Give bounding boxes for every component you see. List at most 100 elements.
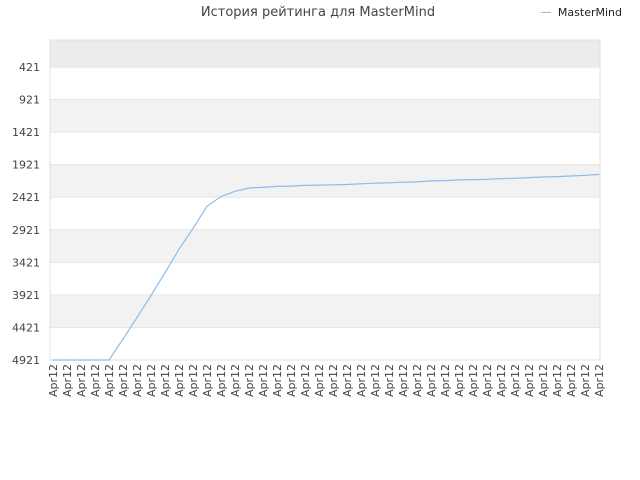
plot-band xyxy=(50,164,600,198)
y-tick-label: 2921 xyxy=(12,224,40,237)
x-tick-label: Apr12 xyxy=(103,364,116,397)
x-tick-label: Apr12 xyxy=(285,364,298,397)
x-tick-label: Apr12 xyxy=(355,364,368,397)
plot-band xyxy=(50,40,600,67)
plot-band xyxy=(50,132,600,165)
data-point xyxy=(332,184,334,186)
plot-band xyxy=(50,262,600,295)
y-tick-label: 1921 xyxy=(12,159,40,172)
data-point xyxy=(66,359,68,361)
x-tick-label: Apr12 xyxy=(579,364,592,397)
data-point xyxy=(178,248,180,250)
y-tick-label: 1421 xyxy=(12,126,40,139)
x-tick-label: Apr12 xyxy=(131,364,144,397)
data-point xyxy=(584,174,586,176)
x-tick-label: Apr12 xyxy=(467,364,480,397)
y-tick-label: 3921 xyxy=(12,289,40,302)
data-point xyxy=(416,181,418,183)
x-tick-label: Apr12 xyxy=(397,364,410,397)
data-point xyxy=(262,186,264,188)
data-point xyxy=(52,359,54,361)
x-tick-label: Apr12 xyxy=(257,364,270,397)
data-point xyxy=(444,179,446,182)
x-tick-label: Apr12 xyxy=(173,364,186,397)
x-tick-label: Apr12 xyxy=(215,364,228,397)
x-tick-label: Apr12 xyxy=(523,364,536,397)
series-line-mastermind xyxy=(53,173,600,361)
x-tick-label: Apr12 xyxy=(47,364,60,397)
data-point xyxy=(108,359,110,361)
data-point xyxy=(598,173,600,176)
x-tick-label: Apr12 xyxy=(439,364,452,397)
x-tick-label: Apr12 xyxy=(75,364,88,397)
data-point xyxy=(136,317,138,319)
x-tick-label: Apr12 xyxy=(411,364,424,397)
x-tick-label: Apr12 xyxy=(299,364,312,397)
data-point xyxy=(94,359,96,361)
chart-title: История рейтинга для MasterMind xyxy=(200,5,436,20)
data-point xyxy=(122,338,124,340)
x-tick-label: Apr12 xyxy=(425,364,438,397)
data-point xyxy=(458,179,460,181)
data-point xyxy=(234,190,236,192)
data-point xyxy=(486,178,488,180)
legend-label-mastermind: MasterMind xyxy=(557,6,622,19)
x-tick-label: Apr12 xyxy=(313,364,326,397)
data-point xyxy=(374,182,376,184)
y-tick-label: 421 xyxy=(19,61,40,74)
data-point xyxy=(248,187,250,189)
x-tick-label: Apr12 xyxy=(201,364,214,397)
x-tick-label: Apr12 xyxy=(537,364,550,397)
data-point xyxy=(528,177,530,179)
x-tick-label: Apr12 xyxy=(509,364,522,397)
data-point xyxy=(276,185,278,188)
data-point xyxy=(346,183,348,186)
data-point xyxy=(402,181,404,183)
plot-band xyxy=(50,327,600,360)
x-tick-label: Apr12 xyxy=(271,364,284,397)
x-tick-label: Apr12 xyxy=(117,364,130,397)
data-point xyxy=(360,183,362,185)
data-point xyxy=(80,359,82,361)
data-point xyxy=(318,184,320,186)
data-point xyxy=(290,185,292,187)
x-tick-label: Apr12 xyxy=(187,364,200,397)
plot-border xyxy=(49,39,601,361)
y-tick-label: 2421 xyxy=(12,191,40,204)
plot-band xyxy=(50,99,600,133)
x-tick-label: Apr12 xyxy=(495,364,508,397)
legend[interactable]: MasterMind xyxy=(540,6,622,19)
data-point xyxy=(304,184,306,187)
plot-band xyxy=(50,229,600,263)
y-tick-label: 4921 xyxy=(12,354,40,367)
y-tick-label: 921 xyxy=(19,94,40,107)
x-tick-label: Apr12 xyxy=(453,364,466,397)
data-point xyxy=(220,195,222,198)
data-point xyxy=(472,178,474,181)
data-point xyxy=(514,177,516,179)
data-point xyxy=(388,182,390,184)
x-tick-label: Apr12 xyxy=(243,364,256,397)
data-point xyxy=(556,176,558,178)
data-point xyxy=(570,175,572,177)
data-point xyxy=(206,205,208,207)
data-point xyxy=(192,227,194,230)
x-tick-label: Apr12 xyxy=(61,364,74,397)
legend-swatch xyxy=(540,12,551,13)
plot-band xyxy=(50,67,600,100)
x-tick-label: Apr12 xyxy=(481,364,494,397)
x-tick-label: Apr12 xyxy=(145,364,158,397)
y-tick-label: 4421 xyxy=(12,321,40,334)
data-point xyxy=(430,180,432,182)
x-tick-label: Apr12 xyxy=(229,364,242,397)
data-point xyxy=(150,294,152,297)
x-tick-label: Apr12 xyxy=(565,364,578,397)
data-point xyxy=(542,176,544,178)
plot-band xyxy=(50,197,600,230)
x-tick-label: Apr12 xyxy=(341,364,354,397)
data-point xyxy=(500,178,502,180)
x-tick-label: Apr12 xyxy=(593,364,606,397)
data-point xyxy=(164,272,166,274)
